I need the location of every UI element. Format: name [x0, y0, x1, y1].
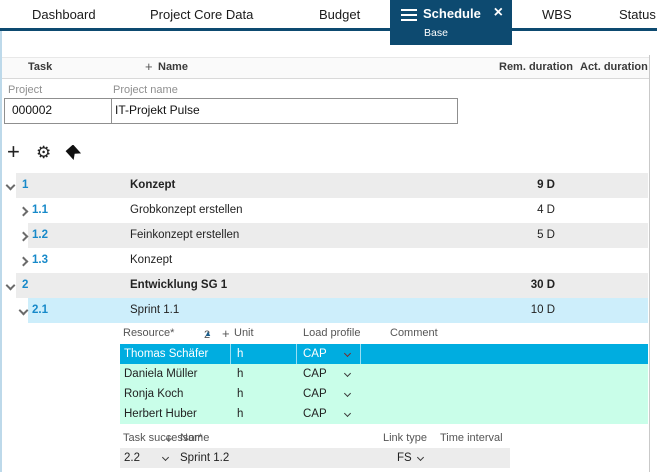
col-rem-duration[interactable]: Rem. duration — [499, 61, 573, 73]
col-resource[interactable]: Resource* — [123, 327, 174, 339]
task-table-header: Task + Name Rem. duration Act. duration — [2, 57, 649, 79]
add-task-icon[interactable]: + — [7, 139, 20, 165]
task-wbs: 1.3 — [32, 248, 48, 273]
flag-icon-svg — [64, 145, 82, 163]
task-rem-duration: 10 D — [495, 298, 555, 323]
col-name[interactable]: Name — [158, 61, 188, 73]
resource-load-profile[interactable]: CAP — [303, 364, 327, 384]
task-row-1[interactable]: 1 Konzept 9 D — [0, 173, 650, 198]
task-name: Grobkonzept erstellen — [130, 198, 243, 223]
task-wbs: 1 — [22, 173, 28, 198]
expand-icon[interactable] — [20, 257, 27, 264]
col-time-interval[interactable]: Time interval — [440, 432, 503, 444]
col-load-profile[interactable]: Load profile — [303, 327, 361, 339]
tab-schedule-label: Schedule — [423, 6, 481, 21]
task-wbs: 1.2 — [32, 223, 48, 248]
tab-dashboard[interactable]: Dashboard — [32, 7, 96, 22]
tab-status[interactable]: Status — [619, 7, 656, 22]
dropdown-chevron-icon[interactable] — [345, 391, 351, 397]
collapse-icon[interactable] — [7, 282, 14, 289]
project-name-field[interactable]: IT-Projekt Pulse — [115, 103, 200, 117]
successor-wbs[interactable]: 2.2 — [124, 448, 140, 468]
schedule-page: Dashboard Project Core Data Budget WBS S… — [0, 0, 657, 472]
project-id-field[interactable]: 000002 — [12, 103, 52, 117]
task-row-2-1-selected[interactable]: 2.1 Sprint 1.1 10 D — [0, 298, 650, 323]
task-row-1-3[interactable]: 1.3 Konzept — [0, 248, 650, 273]
resource-row[interactable]: Ronja Koch h CAP — [120, 384, 648, 404]
resource-name: Herbert Huber — [124, 404, 197, 424]
project-name-label: Project name — [113, 84, 178, 96]
col-unit[interactable]: Unit — [234, 327, 254, 339]
flag-icon[interactable] — [64, 145, 82, 163]
resource-name: Daniela Müller — [124, 364, 198, 384]
task-wbs: 1.1 — [32, 198, 48, 223]
successor-link-type[interactable]: FS — [397, 448, 412, 468]
add-successor-icon[interactable]: + — [165, 431, 173, 446]
resource-row[interactable]: Daniela Müller h CAP — [120, 364, 648, 384]
add-column-icon[interactable]: + — [145, 59, 153, 74]
successor-name: Sprint 1.2 — [180, 448, 229, 468]
task-rem-duration: 5 D — [495, 223, 555, 248]
resource-unit[interactable]: h — [237, 404, 243, 424]
task-name: Konzept — [130, 173, 175, 198]
tab-schedule-active[interactable]: Schedule × Base — [390, 0, 512, 45]
hamburger-menu-icon[interactable] — [401, 9, 417, 21]
resource-table-header: Resource* 2▲ + Unit Load profile Comment — [0, 325, 650, 343]
resource-name: Thomas Schäfer — [124, 344, 208, 364]
project-label: Project — [8, 84, 42, 96]
collapse-icon[interactable] — [20, 307, 27, 314]
dropdown-chevron-icon[interactable] — [418, 455, 424, 461]
task-name: Sprint 1.1 — [130, 298, 179, 323]
col-comment[interactable]: Comment — [390, 327, 438, 339]
resource-load-profile[interactable]: CAP — [303, 384, 327, 404]
tab-bar: Dashboard Project Core Data Budget WBS S… — [0, 0, 657, 31]
resource-unit[interactable]: h — [237, 364, 243, 384]
tab-project-core-data[interactable]: Project Core Data — [150, 7, 253, 22]
col-act-duration[interactable]: Act. duration — [580, 61, 648, 73]
dropdown-chevron-icon[interactable] — [345, 351, 351, 357]
col-successor-name[interactable]: Name — [180, 432, 209, 444]
sort-asc-icon: ▲ — [204, 329, 212, 338]
gear-icon[interactable]: ⚙ — [36, 143, 51, 163]
expand-icon[interactable] — [20, 232, 27, 239]
task-wbs: 2.1 — [32, 298, 48, 323]
resource-load-profile[interactable]: CAP — [303, 344, 327, 364]
successor-table-header: Task successor* + Name Link type Time in… — [0, 430, 650, 448]
dropdown-chevron-icon[interactable] — [345, 411, 351, 417]
task-name: Feinkonzept erstellen — [130, 223, 239, 248]
task-row-2[interactable]: 2 Entwicklung SG 1 30 D — [0, 273, 650, 298]
cell-divider — [111, 99, 112, 123]
tab-schedule-sublabel: Base — [424, 27, 448, 39]
dropdown-chevron-icon[interactable] — [345, 371, 351, 377]
add-resource-icon[interactable]: + — [222, 326, 230, 341]
collapse-icon[interactable] — [7, 182, 14, 189]
task-name: Entwicklung SG 1 — [130, 273, 227, 298]
task-row-1-2[interactable]: 1.2 Feinkonzept erstellen 5 D — [0, 223, 650, 248]
task-name: Konzept — [130, 248, 172, 273]
task-row-1-1[interactable]: 1.1 Grobkonzept erstellen 4 D — [0, 198, 650, 223]
resource-name: Ronja Koch — [124, 384, 183, 404]
close-tab-icon[interactable]: × — [494, 4, 503, 22]
tab-budget[interactable]: Budget — [319, 7, 360, 22]
task-wbs: 2 — [22, 273, 28, 298]
col-task[interactable]: Task — [28, 61, 52, 73]
task-rem-duration: 4 D — [495, 198, 555, 223]
task-rem-duration: 9 D — [495, 173, 555, 198]
resource-row[interactable]: Herbert Huber h CAP — [120, 404, 648, 424]
resource-load-profile[interactable]: CAP — [303, 404, 327, 424]
resource-unit[interactable]: h — [237, 384, 243, 404]
col-link-type[interactable]: Link type — [383, 432, 427, 444]
successor-row[interactable]: 2.2 Sprint 1.2 FS — [120, 448, 510, 468]
tab-wbs[interactable]: WBS — [542, 7, 572, 22]
resource-row-selected[interactable]: Thomas Schäfer h CAP — [120, 344, 648, 365]
project-row: 000002 IT-Projekt Pulse — [4, 98, 458, 124]
expand-icon[interactable] — [20, 207, 27, 214]
dropdown-chevron-icon[interactable] — [163, 455, 169, 461]
resource-unit[interactable]: h — [237, 344, 243, 364]
task-rem-duration: 30 D — [495, 273, 555, 298]
